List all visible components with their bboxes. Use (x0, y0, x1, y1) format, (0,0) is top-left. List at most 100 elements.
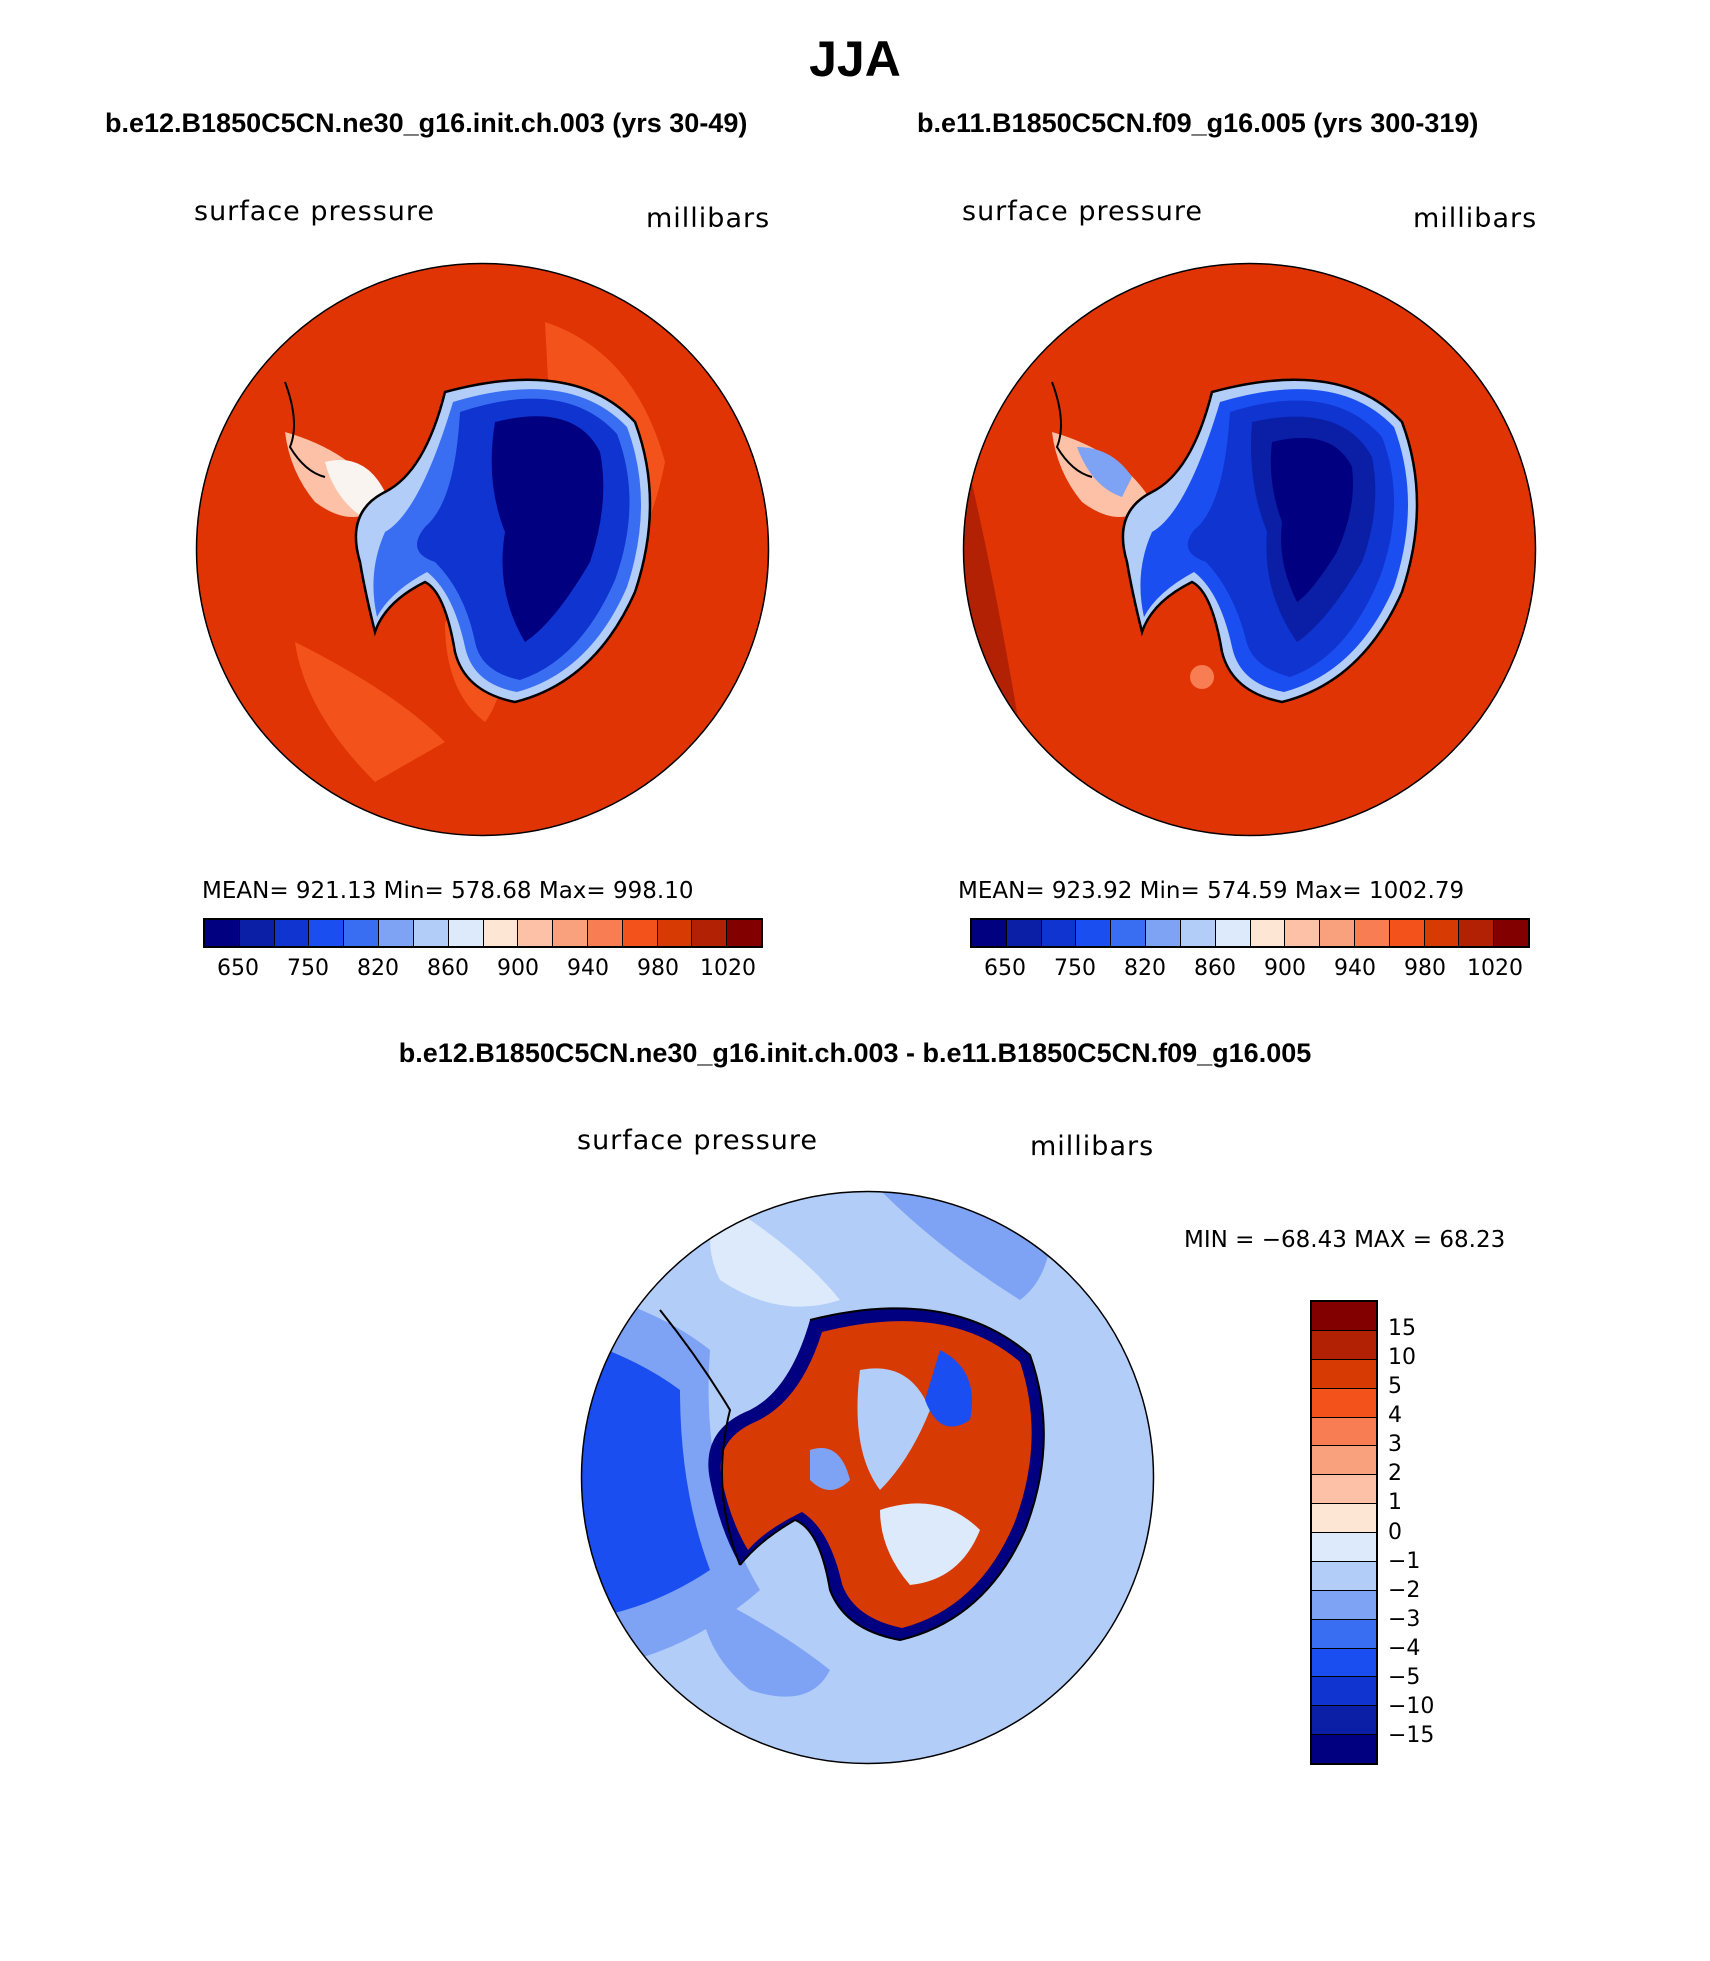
colorbar-tick-label: 3 (1388, 1432, 1402, 1458)
colorbar-swatch (1312, 1475, 1376, 1505)
colorbar-tick-label: 15 (1388, 1316, 1416, 1342)
colorbar-tick-label: 1020 (1467, 956, 1523, 981)
panel-2-stats: MEAN= 923.92 Min= 574.59 Max= 1002.79 (958, 878, 1465, 904)
diff-polar-map (580, 1190, 1155, 1765)
colorbar-swatch (1312, 1533, 1376, 1562)
colorbar-swatch (239, 920, 275, 946)
panel-3-stats: MIN = −68.43 MAX = 68.23 (1184, 1227, 1506, 1253)
colorbar-swatch (1312, 1302, 1376, 1331)
colorbar-swatch (1312, 1706, 1376, 1736)
colorbar-swatch (1312, 1446, 1376, 1476)
colorbar-tick-label: 1020 (700, 956, 756, 981)
colorbar-tick-label: −2 (1388, 1577, 1421, 1603)
colorbar-tick-label: −5 (1388, 1664, 1421, 1690)
colorbar-swatch (413, 920, 449, 946)
colorbar-tick-label: 900 (497, 956, 539, 981)
colorbar-tick-label: 650 (217, 956, 259, 981)
colorbar-swatch (657, 920, 693, 946)
colorbar-swatch (483, 920, 519, 946)
panel-2-units-label: millibars (1413, 203, 1538, 234)
panel-2-case-title: b.e11.B1850C5CN.f09_g16.005 (yrs 300-319… (917, 108, 1479, 138)
diff-colorbar-labels: 15 10 5 4 3 2 1 0 −1 −2 −3 −4 −5 −10 −15 (1388, 1300, 1488, 1765)
colorbar-tick-label: 10 (1388, 1345, 1416, 1371)
panel-1-variable-label: surface pressure (194, 196, 435, 227)
colorbar-swatch (622, 920, 658, 946)
colorbar-tick-label: 750 (1054, 956, 1096, 981)
colorbar-swatch (1250, 920, 1286, 946)
colorbar-swatch (1389, 920, 1425, 946)
colorbar-swatch (587, 920, 623, 946)
colorbar-swatch (448, 920, 484, 946)
colorbar-swatch (1146, 920, 1181, 946)
colorbar-swatch (1312, 1388, 1376, 1418)
colorbar-swatch (1111, 920, 1147, 946)
colorbar-swatch (344, 920, 380, 946)
colorbar-tick-label: 1 (1388, 1490, 1402, 1516)
colorbar-tick-label: −4 (1388, 1635, 1421, 1661)
panel-1-case-title: b.e12.B1850C5CN.ne30_g16.init.ch.003 (yr… (105, 108, 748, 138)
colorbar-tick-label: −15 (1388, 1722, 1435, 1748)
panel-1-stats: MEAN= 921.13 Min= 578.68 Max= 998.10 (202, 878, 694, 904)
panel-2-variable-label: surface pressure (962, 196, 1203, 227)
colorbar-swatch (379, 920, 414, 946)
colorbar-tick-label: 900 (1264, 956, 1306, 981)
colorbar-swatch (1312, 1590, 1376, 1620)
colorbar-tick-label: 860 (1194, 956, 1236, 981)
colorbar-swatch (1312, 1330, 1376, 1360)
colorbar-swatch (972, 920, 1007, 946)
colorbar-swatch (1041, 920, 1077, 946)
colorbar-tick-label: 4 (1388, 1403, 1402, 1429)
panel-2-colorbar-labels: 650 750 820 860 900 940 980 1020 (970, 956, 1530, 986)
colorbar-swatch (518, 920, 554, 946)
colorbar-tick-label: 650 (984, 956, 1026, 981)
colorbar-swatch (1285, 920, 1321, 946)
colorbar-tick-label: 980 (637, 956, 679, 981)
colorbar-tick-label: 750 (287, 956, 329, 981)
colorbar-tick-label: −3 (1388, 1606, 1421, 1632)
panel-1-units-label: millibars (646, 203, 771, 234)
colorbar-tick-label: 2 (1388, 1461, 1402, 1487)
colorbar-swatch (1494, 920, 1528, 946)
colorbar-swatch (1180, 920, 1216, 946)
panel-1-colorbar-labels: 650 750 820 860 900 940 980 1020 (203, 956, 763, 986)
colorbar-tick-label: 980 (1404, 956, 1446, 981)
colorbar-swatch (274, 920, 310, 946)
colorbar-tick-label: 820 (357, 956, 399, 981)
figure-title: JJA (809, 31, 901, 87)
colorbar-swatch (1312, 1561, 1376, 1591)
colorbar-swatch (309, 920, 345, 946)
panel-2-colorbar (970, 918, 1530, 948)
colorbar-swatch (1006, 920, 1042, 946)
diff-title: b.e12.B1850C5CN.ne30_g16.init.ch.003 - b… (398, 1038, 1312, 1068)
colorbar-tick-label: 940 (567, 956, 609, 981)
colorbar-tick-label: 5 (1388, 1374, 1402, 1400)
panel-2-polar-map (962, 262, 1537, 837)
colorbar-swatch (1312, 1619, 1376, 1649)
colorbar-tick-label: 820 (1124, 956, 1166, 981)
colorbar-tick-label: 0 (1388, 1519, 1402, 1545)
colorbar-swatch (1320, 920, 1355, 946)
colorbar-swatch (1312, 1504, 1376, 1533)
colorbar-swatch (1354, 920, 1390, 946)
colorbar-swatch (205, 920, 240, 946)
colorbar-swatch (1312, 1735, 1376, 1763)
colorbar-swatch (1312, 1417, 1376, 1447)
colorbar-tick-label: 940 (1334, 956, 1376, 981)
panel-1-polar-map (195, 262, 770, 837)
panel-3-variable-label: surface pressure (577, 1125, 818, 1156)
colorbar-swatch (1215, 920, 1251, 946)
colorbar-swatch (727, 920, 761, 946)
colorbar-swatch (1312, 1648, 1376, 1678)
colorbar-swatch (1459, 920, 1495, 946)
colorbar-tick-label: −1 (1388, 1548, 1421, 1574)
panel-3-units-label: millibars (1030, 1131, 1155, 1162)
colorbar-swatch (1424, 920, 1460, 946)
colorbar-tick-label: 860 (427, 956, 469, 981)
panel-1-colorbar (203, 918, 763, 948)
colorbar-swatch (553, 920, 588, 946)
colorbar-swatch (1312, 1359, 1376, 1389)
colorbar-tick-label: −10 (1388, 1693, 1435, 1719)
colorbar-swatch (692, 920, 728, 946)
colorbar-swatch (1076, 920, 1112, 946)
diff-colorbar (1310, 1300, 1378, 1765)
